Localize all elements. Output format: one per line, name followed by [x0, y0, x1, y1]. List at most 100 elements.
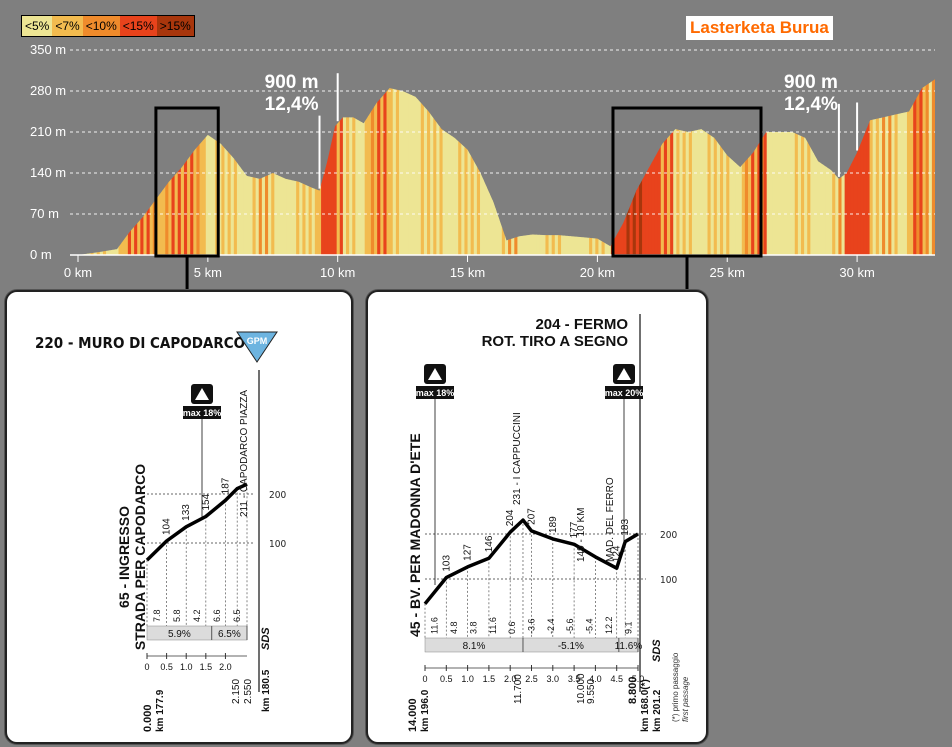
gradient-segment	[439, 79, 444, 255]
gradient-segment	[90, 79, 95, 255]
vertical-label: MAD. DEL FERRO	[605, 477, 616, 562]
x-tick-label: 30 km	[839, 265, 874, 280]
segment-grade: 3.8	[468, 621, 478, 634]
gradient-segment	[370, 79, 375, 255]
gradient-segment	[885, 79, 889, 255]
gradient-segment	[183, 79, 188, 255]
segment-grade: 4.2	[192, 609, 202, 622]
gradient-segment	[420, 79, 425, 255]
gradient-segment	[109, 79, 113, 255]
gradient-segment	[766, 79, 771, 255]
x-tick-label: 25 km	[710, 265, 745, 280]
gradient-segment	[205, 79, 210, 255]
gradient-segment	[551, 79, 556, 255]
gradient-segment	[445, 79, 450, 255]
gradient-segment	[754, 79, 758, 255]
grade-band-label: -5.1%	[558, 641, 584, 652]
panel-title-1: 204 - FERMO	[535, 316, 628, 333]
gradient-segment	[589, 79, 593, 255]
gradient-segment	[891, 79, 896, 255]
gradient-segment	[738, 79, 743, 255]
gradient-segment	[106, 79, 110, 255]
gradient-segment	[442, 79, 447, 255]
gradient-segment	[561, 79, 565, 255]
gradient-segment	[342, 79, 347, 255]
gradient-segment	[402, 79, 406, 255]
y-tick-label: 350 m	[30, 42, 66, 57]
gradient-segment	[461, 79, 466, 255]
gradient-segment	[598, 79, 603, 255]
gradient-segment	[776, 79, 780, 255]
gradient-segment	[670, 79, 674, 255]
gradient-segment	[115, 79, 120, 255]
gradient-segment	[813, 79, 818, 255]
gradient-segment	[352, 79, 356, 255]
gradient-segment	[704, 79, 709, 255]
gradient-segment	[539, 79, 543, 255]
grade-band	[424, 637, 639, 653]
gradient-segment	[701, 79, 705, 255]
gradient-segment	[576, 79, 581, 255]
segment-grade: 11.6	[488, 617, 498, 634]
x-tick-label: 10 km	[320, 265, 355, 280]
warning-sign-icon	[195, 388, 209, 400]
gradient-segment	[358, 79, 363, 255]
gradient-segment	[850, 79, 855, 255]
gradient-segment	[180, 79, 185, 255]
segment-grade: 6.6	[212, 609, 222, 622]
gradient-segment	[882, 79, 886, 255]
gradient-segment	[860, 79, 864, 255]
max-grade-sign-left: max 18%	[416, 364, 454, 399]
y-tick-label: 280 m	[30, 83, 66, 98]
alt-tick-label: 200	[269, 490, 286, 501]
gradient-segment	[695, 79, 699, 255]
max-grade-bg	[416, 386, 454, 399]
gradient-segment	[436, 79, 441, 255]
gradient-segment	[221, 79, 226, 255]
gradient-segment	[604, 79, 609, 255]
max-grade-bg	[183, 406, 221, 419]
grade-band-label: 11.6%	[615, 641, 643, 652]
alt-tick-label: 200	[660, 530, 677, 541]
km-tick-label: 1.0	[461, 674, 474, 684]
gradient-segment	[470, 79, 475, 255]
gradient-segment	[212, 79, 216, 255]
gradient-segment	[386, 79, 391, 255]
climb-detail-panel-capodarco: 220 - MURO DI CAPODARCO GPM 200 100 104 133 15…	[5, 290, 353, 744]
gradient-segment	[582, 79, 587, 255]
y-tick-label: 70 m	[30, 206, 59, 221]
climb-length-label: 900 m	[784, 72, 838, 93]
gradient-segment	[800, 79, 805, 255]
gradient-segment	[411, 79, 416, 255]
top-label: 211 - CAPODARCO PIAZZA	[239, 390, 250, 517]
gradient-segment	[707, 79, 712, 255]
brand-logo: Lasterketa Burua	[686, 16, 833, 40]
km-tick-label: 3.5	[568, 674, 581, 684]
gradient-segment	[430, 79, 434, 255]
gradient-segment	[810, 79, 815, 255]
gradient-segment	[794, 79, 799, 255]
segment-grade: -2.4	[546, 618, 556, 634]
gradient-segment	[99, 79, 104, 255]
gpm-badge: GPM	[247, 336, 268, 346]
gradient-segment	[763, 79, 768, 255]
km-tick-label: 0.5	[160, 662, 173, 672]
gradient-segment	[202, 79, 207, 255]
start-label: 45 - BV. PER MADONNA D'ETE	[407, 433, 423, 637]
gradient-segment	[679, 79, 684, 255]
gradient-segment	[417, 79, 422, 255]
gradient-segment	[913, 79, 917, 255]
gradient-segment	[542, 79, 547, 255]
gradient-segment	[380, 79, 385, 255]
gradient-segment	[713, 79, 718, 255]
profile-line	[145, 482, 248, 562]
footnote: (*) primo passaggio	[671, 652, 680, 722]
gradient-segment	[554, 79, 559, 255]
panel-title: 220 - MURO DI CAPODARCO	[35, 334, 245, 352]
gradient-segment	[741, 79, 746, 255]
gradient-segment	[408, 79, 413, 255]
gradient-segment	[427, 79, 431, 255]
gradient-segment	[614, 79, 618, 255]
gradient-segment	[112, 79, 116, 255]
